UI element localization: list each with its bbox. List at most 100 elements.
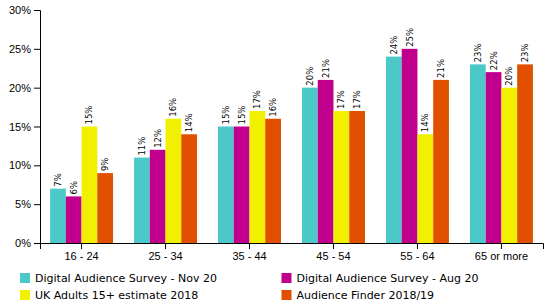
- data-label: 16%: [268, 98, 278, 117]
- data-label: 9%: [100, 158, 110, 172]
- bar: [386, 57, 402, 243]
- legend: Digital Audience Survey - Nov 20 Digital …: [20, 272, 478, 302]
- data-label: 23%: [473, 43, 483, 62]
- y-tick: 30%: [9, 4, 40, 16]
- plot: 0% 5% 10% 15% 20% 25% 30% 16 - 24 25 - 34 35 - 44…: [9, 4, 544, 262]
- legend-label: Digital Audience Survey - Aug 20: [297, 272, 479, 285]
- legend-item: UK Adults 15+ estimate 2018: [20, 289, 198, 302]
- series: [97, 64, 533, 243]
- y-tick-mark: [34, 243, 40, 244]
- bar: [333, 111, 349, 243]
- legend-item: Digital Audience Survey - Nov 20: [20, 272, 217, 285]
- y-tick-label: 25%: [9, 43, 31, 55]
- bar: [166, 119, 182, 243]
- bar: [218, 127, 234, 244]
- x-tick: 45 - 54: [316, 243, 350, 262]
- data-labels: 7%11%15%20%24%23%6%12%15%21%25%22%15%16%…: [53, 28, 530, 194]
- legend-swatch: [282, 273, 292, 283]
- data-label: 20%: [305, 67, 315, 86]
- bar: [97, 173, 113, 243]
- chart: 0% 5% 10% 15% 20% 25% 30% 16 - 24 25 - 34 35 - 44…: [0, 0, 553, 307]
- bar: [250, 111, 266, 243]
- data-label: 12%: [153, 129, 163, 148]
- legend-item: Audience Finder 2018/19: [282, 289, 435, 302]
- x-tick: 16 - 24: [64, 243, 98, 262]
- y-tick-label: 15%: [9, 121, 31, 133]
- x-tick-mark: [417, 243, 418, 249]
- y-tick-mark: [34, 10, 40, 11]
- data-label: 20%: [504, 67, 514, 86]
- bar: [234, 127, 250, 244]
- data-label: 7%: [53, 173, 63, 187]
- data-label: 14%: [184, 113, 194, 132]
- data-label: 14%: [420, 113, 430, 132]
- bar: [402, 49, 418, 243]
- bar: [470, 64, 486, 243]
- x-tick-label: 45 - 54: [316, 250, 350, 262]
- y-tick: 5%: [15, 198, 40, 210]
- y-tick-mark: [34, 127, 40, 128]
- data-label: 25%: [405, 28, 415, 47]
- y-tick-mark: [34, 165, 40, 166]
- series: [50, 57, 486, 243]
- x-tick-label: 35 - 44: [232, 250, 266, 262]
- y-tick-mark: [34, 204, 40, 205]
- series: [66, 49, 502, 243]
- legend-swatch: [282, 290, 292, 300]
- x-tick: 65 or more: [475, 243, 528, 262]
- x-tick-mark: [501, 243, 502, 249]
- data-label: 17%: [336, 90, 346, 109]
- bar: [181, 134, 197, 243]
- x-tick-label: 16 - 24: [64, 250, 98, 262]
- bar: [302, 88, 318, 243]
- data-label: 22%: [489, 51, 499, 70]
- y-tick: 25%: [9, 43, 40, 55]
- x-tick-label: 65 or more: [475, 250, 528, 262]
- x-tick-mark: [165, 243, 166, 249]
- data-label: 16%: [168, 98, 178, 117]
- x-tick: 25 - 34: [148, 243, 182, 262]
- y-tick-label: 10%: [9, 159, 31, 171]
- y-tick: 15%: [9, 121, 40, 133]
- x-axis: 16 - 24 25 - 34 35 - 44 45 - 54 55 - 64 65 or…: [41, 243, 544, 262]
- data-label: 24%: [389, 36, 399, 55]
- legend-swatch: [20, 290, 30, 300]
- x-tick-label: 55 - 64: [400, 250, 434, 262]
- bar: [349, 111, 365, 243]
- data-label: 17%: [352, 90, 362, 109]
- bar: [501, 88, 517, 243]
- legend-label: Audience Finder 2018/19: [297, 289, 435, 302]
- x-axis-line: [41, 244, 544, 250]
- data-label: 15%: [221, 106, 231, 125]
- legend-swatch: [20, 273, 30, 283]
- x-tick: 55 - 64: [400, 243, 434, 262]
- data-label: 21%: [321, 59, 331, 78]
- y-axis: 0% 5% 10% 15% 20% 25% 30%: [9, 4, 41, 249]
- y-tick-label: 30%: [9, 4, 31, 16]
- bar: [66, 196, 82, 243]
- y-tick: 10%: [9, 159, 40, 171]
- bar: [486, 72, 502, 243]
- bar: [318, 80, 334, 243]
- bar: [417, 134, 433, 243]
- data-label: 15%: [237, 106, 247, 125]
- bar: [50, 189, 66, 243]
- y-tick: 0%: [15, 237, 40, 249]
- data-label: 21%: [436, 59, 446, 78]
- y-tick-label: 0%: [15, 237, 31, 249]
- y-tick-label: 5%: [15, 198, 31, 210]
- y-axis-line: [34, 11, 41, 244]
- x-tick: 35 - 44: [232, 243, 266, 262]
- bar: [265, 119, 281, 243]
- y-tick: 20%: [9, 82, 40, 94]
- y-tick-mark: [34, 49, 40, 50]
- y-tick-label: 20%: [9, 82, 31, 94]
- bar: [433, 80, 449, 243]
- bar: [150, 150, 166, 243]
- x-tick-label: 25 - 34: [148, 250, 182, 262]
- x-tick-mark: [81, 243, 82, 249]
- data-label: 6%: [69, 181, 79, 195]
- data-label: 17%: [252, 90, 262, 109]
- series: [82, 88, 518, 243]
- bars: [50, 49, 533, 243]
